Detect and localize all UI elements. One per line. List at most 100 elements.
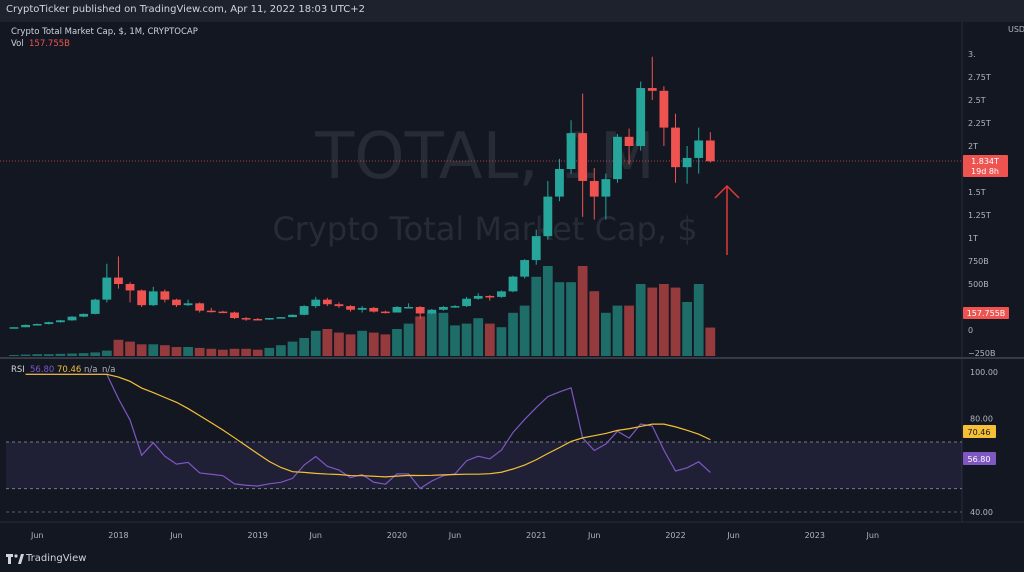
candle-body [334,304,344,307]
candle-body [32,324,42,326]
candle-body [90,299,100,314]
last-price-label: 1.834T [971,157,999,166]
volume-bar [264,347,275,356]
currency-label[interactable]: USD [1008,25,1024,34]
volume-bar [20,354,31,356]
candle-body [322,299,332,305]
candle-body [671,127,680,168]
time-axis-label: Jun [30,531,44,540]
publish-info: CryptoTicker published on TradingView.co… [6,4,365,15]
candle-body [450,306,460,308]
candle-body [311,299,321,307]
volume-bar [438,312,449,356]
time-axis-label: Jun [448,531,462,540]
volume-bar [218,349,228,356]
price-scale-ticks: 3. 2.75T 2.5T 2.25T 2T 1.5T 1.25T 1T 750B 500B 0 −2… [968,50,995,358]
volume-bar [531,276,542,356]
candle-body [566,133,576,169]
candle-body [172,299,181,306]
volume-bar [670,287,681,356]
candle-body [148,291,158,306]
candle-body [102,277,112,300]
time-axis-label: Jun [169,531,183,540]
volume-bar [659,284,669,356]
volume-bar [113,339,124,356]
volume-bar [55,353,66,356]
volume-bar [334,332,344,356]
volume-bar [194,347,205,356]
candle-body [705,140,715,162]
volume-bar [252,349,263,356]
candle-body [473,295,483,299]
candle-body [241,318,251,320]
symbol-legend[interactable]: Crypto Total Market Cap, $, 1M, CRYPTOCA… [11,27,198,37]
candle-body [195,303,205,311]
volume-bar [554,282,565,356]
candle-body [485,295,495,298]
time-axis-label: 2020 [387,531,407,540]
volume-bar [287,341,298,356]
time-axis-label: Jun [866,531,880,540]
candle-body [218,311,228,314]
tradingview-brand[interactable]: TradingView [26,553,87,564]
volume-bar [415,316,426,356]
volume-bar [392,329,402,356]
price-tick-label: 1.5T [968,188,986,197]
candle-body [206,310,216,313]
countdown-label: 19d 8h [971,167,999,176]
candles [9,56,715,329]
time-axis[interactable]: Jun 2018 Jun 2019 Jun 2020 Jun 2021 Jun 2022 Jun 20… [30,531,879,540]
candle-body [79,313,89,317]
volume-bar [484,323,495,356]
price-tick-label: 500B [968,280,989,289]
tradingview-logo-icon[interactable] [6,553,24,565]
publish-bar [0,0,1024,22]
volume-bar [635,284,646,356]
volume-badge-label: 157.755B [967,309,1006,318]
candle-body [21,324,31,328]
volume-bar [542,266,553,356]
volume-bar [450,325,460,356]
candle-body [137,290,147,306]
rsi-tick-label: 100.00 [970,368,998,377]
volume-bar [380,334,391,356]
candle-body [346,306,355,310]
volume-bar [206,348,217,356]
time-axis-label: 2019 [248,531,268,540]
candle-body [555,169,564,197]
volume-bar [183,347,193,356]
annotation-arrow-head [714,184,740,199]
volume-bar [403,323,414,356]
candle-body [160,291,170,300]
candle-body [427,309,437,314]
candle-body [264,318,274,320]
price-tick-label: 3. [968,50,976,59]
time-axis-label: Jun [726,531,740,540]
candle-body [183,303,193,306]
volume-bar [624,305,634,356]
candle-body [299,306,309,315]
rsi-value-badge-label: 56.80 [968,455,991,464]
candle-body [497,291,506,297]
price-tick-label: 2T [968,142,978,151]
volume-legend-label[interactable]: Vol [11,39,24,49]
volume-bar [577,266,588,356]
candle-body [682,157,692,168]
volume-bar [473,318,484,356]
chart-canvas[interactable]: TOTAL, 1M Crypto Total Market Cap, $ 3.2… [0,0,1024,548]
candle-body [589,180,599,197]
candle-body [276,317,286,319]
rsi-tick-label: 80.00 [970,415,993,424]
volume-bar [345,334,356,356]
volume-bar [612,305,623,356]
volume-bar [276,345,286,356]
rsi-legend-label[interactable]: RSI [11,365,25,375]
candle-body [44,322,54,325]
candle-body [415,307,425,314]
volume-bar [101,350,112,356]
volume-bar [241,348,251,356]
candle-body [56,320,65,323]
candle-body [404,307,413,309]
candle-body [601,179,611,197]
candle-body [67,316,77,321]
